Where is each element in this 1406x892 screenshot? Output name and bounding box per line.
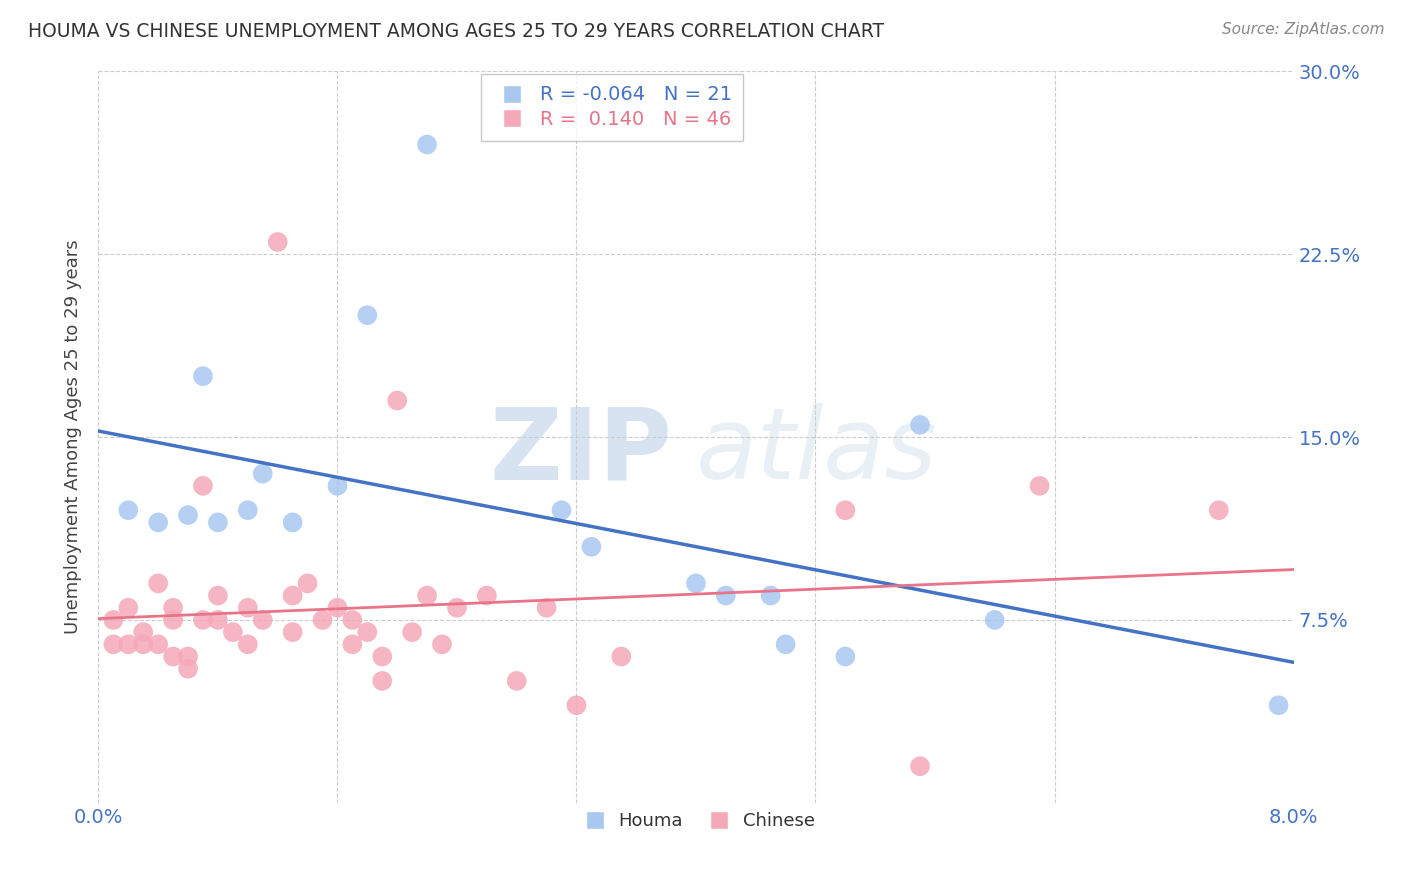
Point [252, 467, 274, 481]
Point [371, 649, 394, 664]
Point [984, 613, 1007, 627]
Point [446, 600, 468, 615]
Point [1267, 698, 1289, 713]
Point [506, 673, 529, 688]
Point [267, 235, 290, 249]
Point [759, 589, 782, 603]
Point [117, 600, 139, 615]
Legend: Houma, Chinese: Houma, Chinese [569, 805, 823, 838]
Point [385, 393, 409, 408]
Point [236, 637, 259, 651]
Point [342, 613, 364, 627]
Point [401, 625, 423, 640]
Point [908, 759, 931, 773]
Point [207, 589, 229, 603]
Point [550, 503, 572, 517]
Point [177, 649, 200, 664]
Point [103, 613, 125, 627]
Point [207, 613, 229, 627]
Point [610, 649, 633, 664]
Point [252, 613, 274, 627]
Point [326, 479, 349, 493]
Point [191, 613, 214, 627]
Y-axis label: Unemployment Among Ages 25 to 29 years: Unemployment Among Ages 25 to 29 years [65, 240, 83, 634]
Point [236, 600, 259, 615]
Point [117, 503, 139, 517]
Point [356, 308, 378, 322]
Point [191, 369, 214, 384]
Point [416, 137, 439, 152]
Point [177, 508, 200, 522]
Point [311, 613, 333, 627]
Text: HOUMA VS CHINESE UNEMPLOYMENT AMONG AGES 25 TO 29 YEARS CORRELATION CHART: HOUMA VS CHINESE UNEMPLOYMENT AMONG AGES… [28, 22, 884, 41]
Text: ZIP: ZIP [489, 403, 672, 500]
Point [177, 662, 200, 676]
Point [908, 417, 931, 432]
Point [281, 589, 304, 603]
Point [326, 600, 349, 615]
Point [430, 637, 453, 651]
Point [162, 649, 184, 664]
Point [581, 540, 603, 554]
Point [1028, 479, 1050, 493]
Point [536, 600, 558, 615]
Point [1208, 503, 1230, 517]
Point [148, 576, 170, 591]
Point [148, 516, 170, 530]
Point [342, 637, 364, 651]
Point [281, 516, 304, 530]
Point [297, 576, 319, 591]
Point [416, 589, 439, 603]
Point [148, 637, 170, 651]
Point [834, 649, 856, 664]
Point [162, 600, 184, 615]
Point [371, 673, 394, 688]
Point [475, 589, 498, 603]
Point [207, 516, 229, 530]
Text: atlas: atlas [696, 403, 938, 500]
Point [103, 637, 125, 651]
Point [132, 625, 155, 640]
Point [356, 625, 378, 640]
Text: Source: ZipAtlas.com: Source: ZipAtlas.com [1222, 22, 1385, 37]
Point [834, 503, 856, 517]
Point [685, 576, 707, 591]
Point [565, 698, 588, 713]
Point [236, 503, 259, 517]
Point [222, 625, 245, 640]
Point [191, 479, 214, 493]
Point [132, 637, 155, 651]
Point [117, 637, 139, 651]
Point [281, 625, 304, 640]
Point [162, 613, 184, 627]
Point [775, 637, 797, 651]
Point [714, 589, 737, 603]
